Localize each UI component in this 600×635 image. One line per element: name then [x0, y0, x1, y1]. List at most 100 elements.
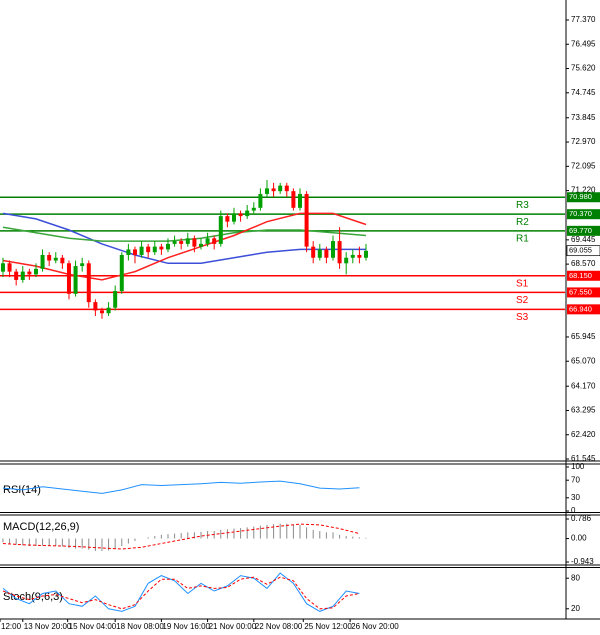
candle-body: [363, 250, 368, 258]
candle-body: [60, 257, 65, 264]
candle-body: [179, 241, 184, 244]
candle-body: [297, 193, 302, 208]
candle-body: [324, 249, 329, 258]
level-price-label: 69.770: [569, 226, 592, 235]
indicator-name: Stoch(9,6,3): [3, 591, 63, 603]
y-tick-label: -0.943: [571, 557, 594, 566]
candle-body: [93, 302, 98, 311]
y-tick-label: 64.170: [571, 381, 596, 390]
level-name: R2: [516, 217, 529, 228]
y-tick-label: 0.786: [571, 514, 592, 523]
x-tick-label: 25 Nov 12:00: [304, 622, 352, 631]
y-tick-label: 70: [571, 475, 580, 484]
y-tick-label: 72.095: [571, 161, 596, 170]
y-tick-label: 68.570: [571, 259, 596, 268]
y-tick-label: 80: [571, 573, 580, 582]
y-tick-label: 76.495: [571, 39, 596, 48]
level-name: S2: [516, 295, 529, 306]
y-tick-label: 100: [571, 462, 585, 471]
candle-body: [350, 254, 355, 258]
candle-body: [7, 263, 12, 272]
level-price-box: [567, 192, 600, 203]
level-price-box: [567, 270, 600, 281]
candle-body: [152, 246, 157, 253]
level-price-box: [567, 287, 600, 298]
y-tick-label: 0: [571, 506, 576, 515]
candle-body: [231, 213, 236, 222]
candle-body: [218, 216, 223, 244]
last-price-box: [566, 245, 600, 257]
y-tick-label: 69.445: [571, 235, 596, 244]
y-tick-label: 77.370: [571, 15, 596, 24]
candle-body: [198, 243, 203, 247]
candle-body: [251, 207, 256, 211]
x-tick-label: 13 Nov 20:00: [24, 622, 72, 631]
y-tick-label: 74.745: [571, 88, 596, 97]
last-price-label: 69.055: [569, 246, 592, 255]
candle-body: [271, 188, 276, 192]
y-tick-label: 62.420: [571, 430, 596, 439]
candle-body: [192, 238, 197, 247]
candle-body: [304, 193, 309, 247]
level-name: R1: [516, 233, 529, 244]
candle-body: [80, 263, 85, 267]
y-tick-label: 72.970: [571, 137, 596, 146]
candle-body: [278, 185, 283, 192]
candle-body: [284, 185, 289, 192]
candle-body: [225, 216, 230, 222]
y-tick-label: 63.295: [571, 406, 596, 415]
candle-body: [317, 249, 322, 258]
candle-body: [205, 238, 210, 244]
y-tick-label: 30: [571, 493, 580, 502]
candle-body: [14, 271, 19, 280]
candle-body: [132, 249, 137, 255]
candle-body: [159, 246, 164, 250]
candle-body: [139, 246, 144, 255]
candle-body: [126, 249, 131, 255]
x-tick-label: 18 Nov 08:00: [116, 622, 164, 631]
level-price-label: 66.940: [569, 304, 592, 313]
candle-body: [291, 191, 296, 208]
candle-body: [66, 263, 71, 294]
level-price-label: 70.980: [569, 192, 592, 201]
level-price-box: [567, 304, 600, 315]
candle-body: [53, 257, 58, 261]
x-tick-label: 26 Nov 20:00: [351, 622, 399, 631]
candle-body: [330, 241, 335, 258]
level-name: S3: [516, 312, 529, 323]
level-price-label: 67.550: [569, 287, 592, 296]
y-tick-label: 75.620: [571, 64, 596, 73]
indicator-line: [2, 480, 360, 494]
y-tick-label: 20: [571, 604, 580, 613]
y-tick-label: 61.545: [571, 454, 596, 463]
candle-body: [0, 263, 5, 272]
candle-body: [113, 291, 118, 308]
candle-body: [119, 254, 124, 292]
moving-average: [2, 212, 366, 265]
x-tick-label: 19 Nov 16:00: [162, 622, 210, 631]
x-tick-label: 15 Nov 04:00: [69, 622, 117, 631]
indicator-line: [2, 576, 360, 610]
level-name: R3: [516, 200, 529, 211]
candle-body: [146, 246, 151, 253]
candle-body: [27, 271, 32, 275]
y-tick-label: 71.220: [571, 186, 596, 195]
candle-body: [165, 243, 170, 250]
moving-average: [2, 226, 367, 242]
candle-body: [264, 188, 269, 194]
candle-body: [258, 193, 263, 208]
candle-body: [311, 246, 316, 258]
level-name: S1: [516, 278, 529, 289]
indicator-name: MACD(12,26,9): [3, 521, 79, 533]
candle-body: [238, 213, 243, 217]
level-price-box: [567, 209, 600, 220]
candle-body: [106, 307, 111, 314]
candle-body: [86, 263, 91, 303]
candle-body: [99, 310, 104, 314]
candle-body: [40, 254, 45, 269]
candle-body: [73, 266, 78, 294]
y-tick-label: 65.070: [571, 356, 596, 365]
x-tick-label: 22 Nov 08:00: [255, 622, 303, 631]
candle-body: [20, 271, 25, 280]
